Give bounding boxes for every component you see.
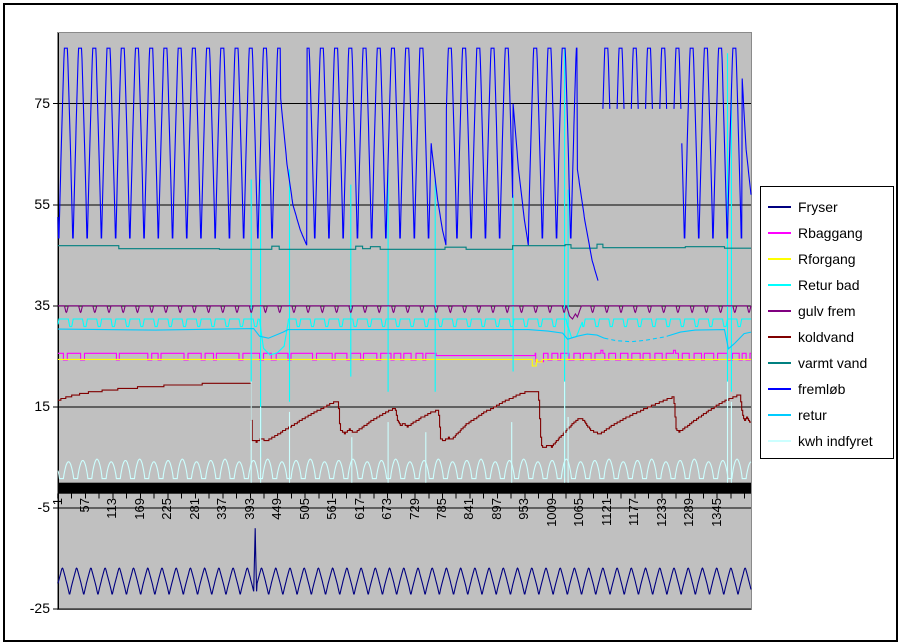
series-retur <box>57 328 605 340</box>
series-fryser <box>57 528 752 595</box>
legend-label: kwh indfyret <box>798 433 873 449</box>
x-axis-label: 1345 <box>708 498 724 527</box>
series-fremlob <box>57 47 599 281</box>
legend-item-koldvand: koldvand <box>761 324 893 350</box>
legend-item-fryser: Fryser <box>761 194 893 220</box>
y-axis-label: 55 <box>34 195 50 212</box>
series-koldvand <box>58 382 751 448</box>
legend-label: varmt vand <box>798 355 868 371</box>
legend-label: Rforgang <box>798 251 856 267</box>
series-varmt-vand <box>58 243 751 250</box>
series-fremlob <box>630 47 639 109</box>
series-gulv-frem <box>58 304 752 320</box>
x-axis-label: 281 <box>186 498 202 520</box>
legend-swatch <box>768 232 791 234</box>
series-retur <box>604 335 669 343</box>
legend-item-kwh-indfyret: kwh indfyret <box>761 428 893 454</box>
legend-swatch <box>768 414 791 416</box>
legend-item-rbaggang: Rbaggang <box>761 220 893 246</box>
series-fremlob <box>645 47 653 109</box>
legend-label: fremløb <box>798 381 846 397</box>
series-retur <box>667 329 752 350</box>
legend-swatch <box>768 206 791 208</box>
legend-label: Rbaggang <box>798 225 863 241</box>
legend-item-fremlob: fremløb <box>761 376 893 402</box>
legend-swatch <box>768 388 791 390</box>
x-axis-label: 169 <box>131 498 147 520</box>
legend-item-retur: retur <box>761 402 893 428</box>
legend-label: Retur bad <box>798 277 860 293</box>
series-rforgang <box>58 358 751 367</box>
chart-canvas <box>53 33 752 610</box>
x-axis-label: 897 <box>488 498 504 520</box>
y-axis-label: 75 <box>34 94 50 111</box>
x-axis-label: 617 <box>351 498 367 520</box>
legend-swatch <box>768 258 791 260</box>
x-axis-label: 505 <box>296 498 312 520</box>
y-axis-label: -25 <box>29 600 50 616</box>
x-axis-label: 673 <box>379 498 395 520</box>
x-axis-label: 57 <box>76 498 92 513</box>
series-rbaggang <box>58 349 751 363</box>
x-axis-label: 113 <box>104 498 120 519</box>
legend-swatch <box>768 440 791 442</box>
x-axis-label: 729 <box>406 498 422 520</box>
x-axis-label: 1289 <box>681 498 697 527</box>
series-fremlob <box>602 47 611 109</box>
legend: Fryser Rbaggang Rforgang Retur bad gulv frem… <box>760 186 894 459</box>
x-axis-label: 393 <box>241 498 257 520</box>
x-axis-label: 225 <box>159 498 175 520</box>
x-axis-label: 1177 <box>626 498 642 526</box>
y-axis-label: 15 <box>34 397 50 414</box>
legend-item-rforgang: Rforgang <box>761 246 893 272</box>
legend-swatch <box>768 284 791 286</box>
y-axis-label: 35 <box>34 296 50 313</box>
x-axis-band <box>58 482 751 494</box>
legend-item-varmt-vand: varmt vand <box>761 350 893 376</box>
legend-swatch <box>768 336 791 338</box>
x-axis-label: 953 <box>516 498 532 520</box>
legend-label: koldvand <box>798 329 855 345</box>
legend-label: Fryser <box>798 199 838 215</box>
x-axis-label: 561 <box>324 498 340 520</box>
series-fremlob <box>681 47 752 239</box>
legend-swatch <box>768 310 791 312</box>
x-axis-label: 337 <box>214 498 230 520</box>
series-kwh-indfyret <box>57 458 752 480</box>
series-fremlob <box>616 47 625 109</box>
x-axis-label: 841 <box>461 498 477 520</box>
y-axis-label: -5 <box>37 498 50 515</box>
x-axis-label: 785 <box>434 498 449 520</box>
x-axis-label: 1009 <box>543 498 559 527</box>
legend-label: retur <box>798 407 827 423</box>
x-axis-label: 1 <box>49 498 65 506</box>
x-axis-label: 449 <box>269 498 285 520</box>
legend-label: gulv frem <box>798 303 856 319</box>
series-retur-bad <box>57 318 751 356</box>
series-fremlob <box>673 47 682 109</box>
series-fremlob <box>659 47 668 109</box>
x-axis-label: 1121 <box>598 498 614 526</box>
x-axis-label: 1065 <box>571 498 587 527</box>
legend-item-gulv-frem: gulv frem <box>761 298 893 324</box>
legend-item-retur-bad: Retur bad <box>761 272 893 298</box>
legend-swatch <box>768 362 791 364</box>
x-axis-label: 1233 <box>653 498 669 527</box>
plot-area <box>53 32 752 610</box>
